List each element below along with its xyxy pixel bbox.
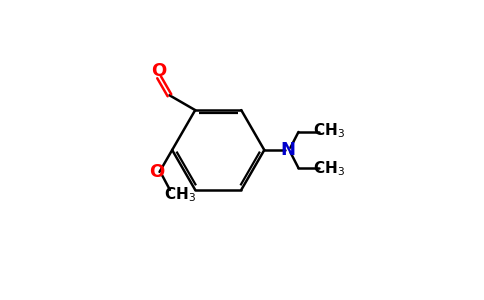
Text: N: N	[281, 141, 296, 159]
Text: CH$_3$: CH$_3$	[313, 160, 345, 178]
Text: O: O	[149, 163, 164, 181]
Text: O: O	[151, 62, 166, 80]
Text: CH$_3$: CH$_3$	[313, 122, 345, 140]
Text: CH$_3$: CH$_3$	[165, 185, 197, 204]
